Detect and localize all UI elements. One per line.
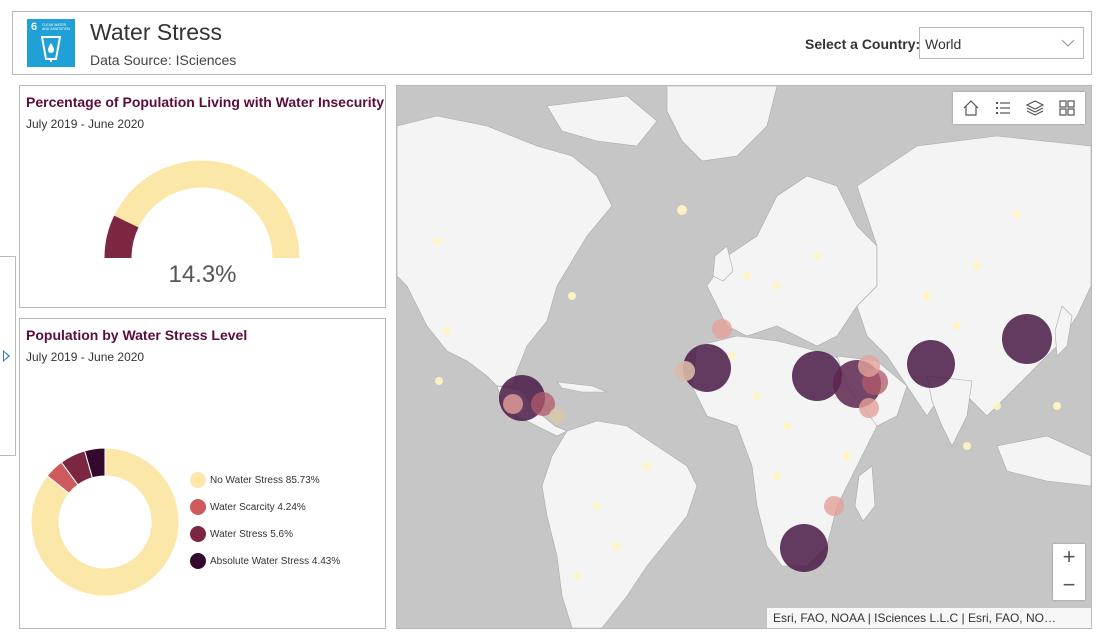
north-america (397, 115, 613, 387)
legend-label: Absolute Water Stress 4.43% (210, 556, 341, 567)
bubble-egypt[interactable] (792, 351, 842, 401)
sdg6-logo: 6 CLEAN WATER AND SANITATION (27, 19, 75, 67)
donut-chart (30, 447, 180, 597)
page-title: Water Stress (90, 19, 223, 45)
logo-text: CLEAN WATER AND SANITATION (42, 23, 70, 31)
expand-arrow-icon (3, 350, 10, 362)
arctic-islands (546, 95, 658, 147)
donut-slice-absolute-water-stress[interactable] (84, 447, 106, 479)
water-glass-icon (40, 36, 62, 62)
zoom-in-button[interactable]: + (1062, 544, 1076, 569)
legend-label: No Water Stress 85.73% (210, 475, 320, 486)
donut-slice-no-water-stress[interactable] (30, 447, 180, 597)
country-dropdown-value: World (925, 36, 962, 52)
bubble-cuba[interactable] (503, 394, 523, 414)
logo-number: 6 (31, 21, 38, 33)
map-view[interactable]: + − Esri, FAO, NOAA | ISciences L.L.C | … (396, 85, 1092, 629)
data-source: Data Source: ISciences (90, 52, 237, 68)
bubble-morocco2[interactable] (675, 361, 695, 381)
bubble-mozambique[interactable] (824, 496, 844, 516)
water-stress-bubbles[interactable] (499, 314, 1052, 572)
madagascar (854, 465, 876, 522)
legend-swatch (190, 472, 206, 488)
india (926, 375, 973, 447)
low-stress-dots (433, 205, 1061, 580)
bubble-yemen[interactable] (859, 398, 879, 418)
layers-icon (1025, 100, 1045, 116)
donut-panel: Population by Water Stress Level July 20… (19, 318, 386, 629)
legend-swatch (190, 553, 206, 569)
cuba (556, 381, 608, 393)
bubble-morocco[interactable] (683, 344, 731, 392)
legend-label: Water Stress 5.6% (210, 529, 293, 540)
bubble-south-africa[interactable] (780, 524, 828, 572)
gauge-value: 14.3% (168, 261, 237, 288)
world-map[interactable] (397, 86, 1091, 628)
legend-swatch (190, 499, 206, 515)
country-select-label: Select a Country: (805, 36, 921, 52)
zoom-out-button[interactable]: − (1062, 572, 1076, 597)
gauge-panel-period: July 2019 - June 2020 (26, 117, 145, 131)
donut-panel-title: Population by Water Stress Level (26, 327, 248, 343)
donut-panel-period: July 2019 - June 2020 (26, 350, 145, 364)
home-button[interactable] (955, 92, 987, 124)
gauge-track (104, 160, 300, 259)
bubble-pakistan[interactable] (907, 340, 955, 388)
home-icon (963, 100, 979, 116)
layers-button[interactable] (1019, 92, 1051, 124)
uk (712, 245, 734, 282)
japan (1054, 305, 1073, 357)
bubble-centralam[interactable] (549, 408, 565, 424)
bubble-china[interactable] (1002, 314, 1052, 364)
gauge-chart (104, 160, 300, 259)
bubble-spain[interactable] (712, 319, 732, 339)
gauge-fill (104, 215, 139, 259)
map-toolbar (953, 92, 1085, 124)
country-dropdown[interactable]: World (919, 27, 1084, 59)
legend-swatch (190, 526, 206, 542)
gauge-panel-title: Percentage of Population Living with Wat… (26, 94, 385, 110)
legend-button[interactable] (987, 92, 1019, 124)
greenland (666, 86, 778, 162)
se-asia (996, 435, 1091, 487)
gauge-panel: Percentage of Population Living with Wat… (19, 85, 386, 308)
side-panel-toggle[interactable] (0, 256, 16, 456)
zoom-control: + − (1053, 544, 1085, 600)
legend-label: Water Scarcity 4.24% (210, 502, 306, 513)
bubble-iraq[interactable] (858, 355, 880, 377)
basemap-gallery-icon (1059, 100, 1075, 116)
legend-list-icon (996, 102, 1010, 114)
chevron-down-icon (1061, 39, 1075, 47)
basemap-gallery-button[interactable] (1051, 92, 1083, 124)
map-attribution: Esri, FAO, NOAA | ISciences L.L.C | Esri… (767, 608, 1091, 628)
bubble-caribbean[interactable] (531, 392, 555, 416)
header: 6 CLEAN WATER AND SANITATION Water Stres… (12, 11, 1092, 75)
